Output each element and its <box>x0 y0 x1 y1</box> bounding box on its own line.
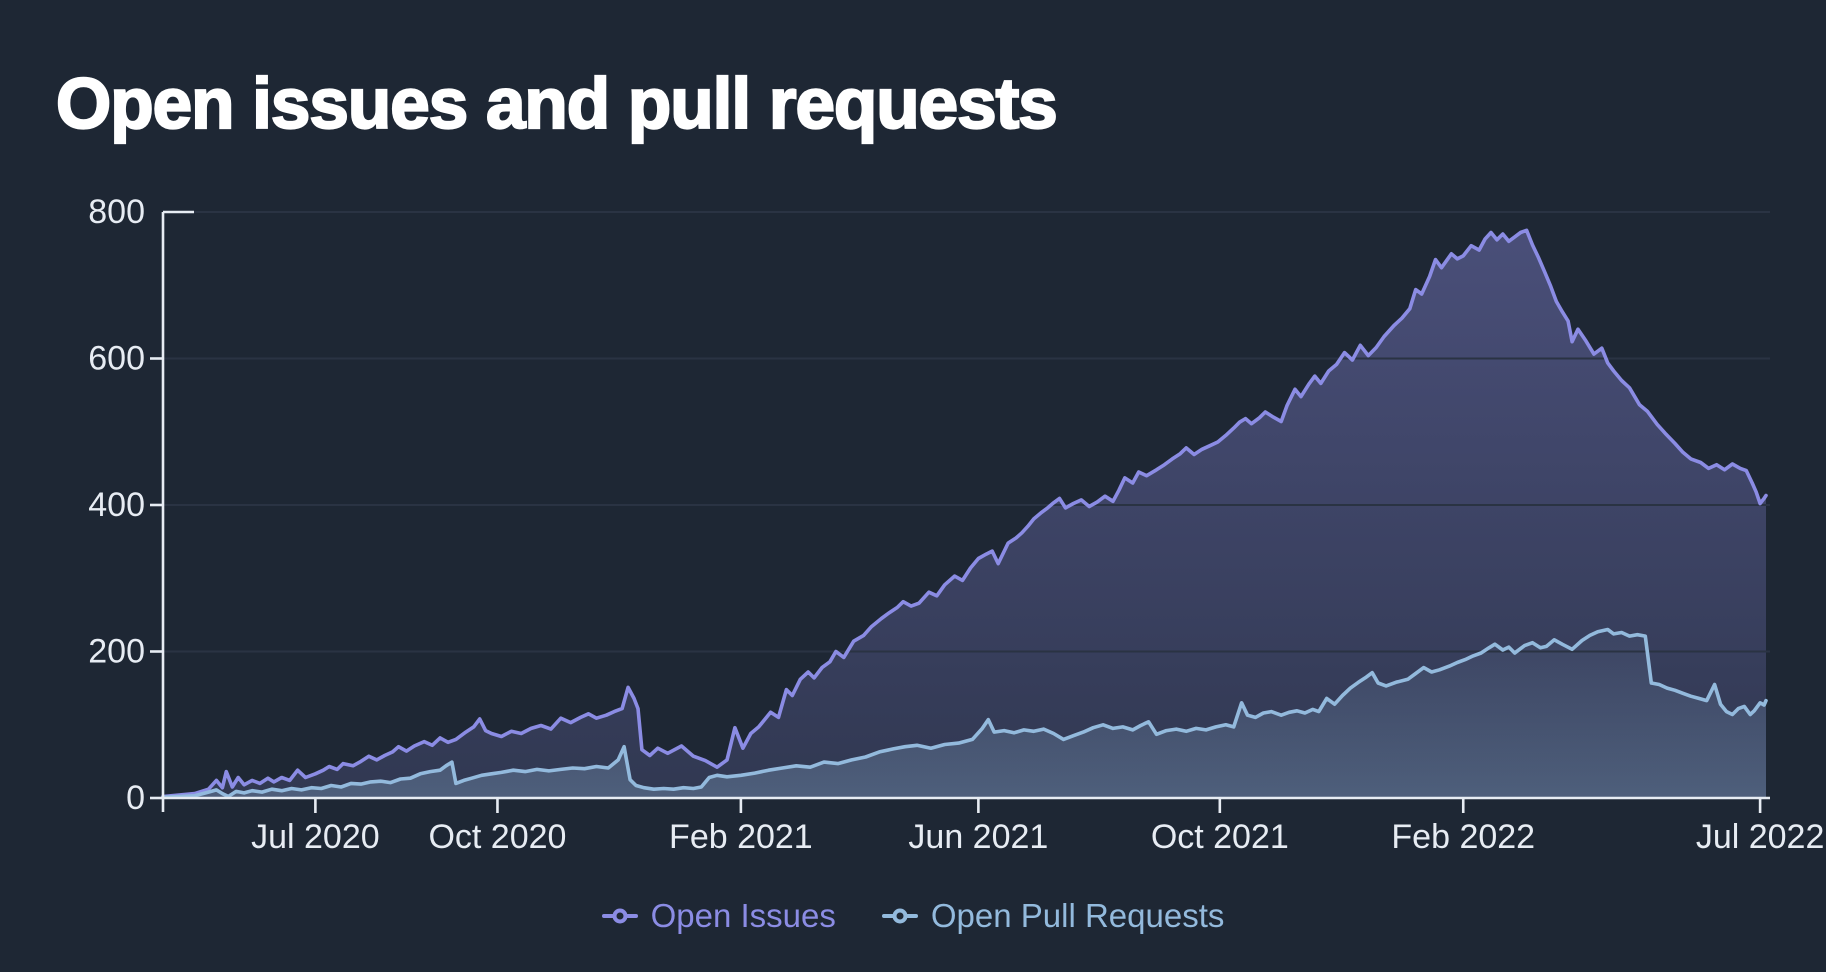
open-issues-line <box>161 228 1768 799</box>
legend-label: Open Issues <box>650 897 836 934</box>
open-pull-requests-area <box>163 629 1766 798</box>
open-issues-area <box>163 230 1766 799</box>
y-tick-label-0: 0 <box>126 779 145 817</box>
legend-label: Open Pull Requests <box>930 897 1225 934</box>
y-tick-label-400: 400 <box>88 486 145 524</box>
x-tick-label-jul-2020: Jul 2020 <box>251 818 380 856</box>
marker-ring-icon <box>612 908 628 923</box>
legend-item-open-pull-requests[interactable]: Open Pull Requests <box>881 897 1225 934</box>
legend-item-open-issues[interactable]: Open Issues <box>601 897 836 934</box>
open-issues-marker-icon <box>601 908 638 923</box>
y-tick-label-600: 600 <box>88 340 145 378</box>
open-pull-requests-marker-icon <box>881 908 918 923</box>
x-tick-label-jun-2021: Jun 2021 <box>908 818 1048 856</box>
x-tick-label-oct-2021: Oct 2021 <box>1151 818 1289 856</box>
marker-ring-icon <box>892 908 908 923</box>
x-tick-label-feb-2022: Feb 2022 <box>1391 818 1535 856</box>
y-tick-label-200: 200 <box>88 633 145 671</box>
page-title: Open issues and pull requests <box>55 63 1059 144</box>
chart-legend: Open Issues Open Pull Requests <box>0 899 1826 932</box>
x-tick-label-jul-2022: Jul 2022 <box>1696 818 1825 856</box>
y-tick-label-800: 800 <box>88 193 145 231</box>
open-pull-requests-line <box>161 627 1768 800</box>
x-tick-label-feb-2021: Feb 2021 <box>669 818 813 856</box>
x-tick-label-oct-2020: Oct 2020 <box>428 818 566 856</box>
